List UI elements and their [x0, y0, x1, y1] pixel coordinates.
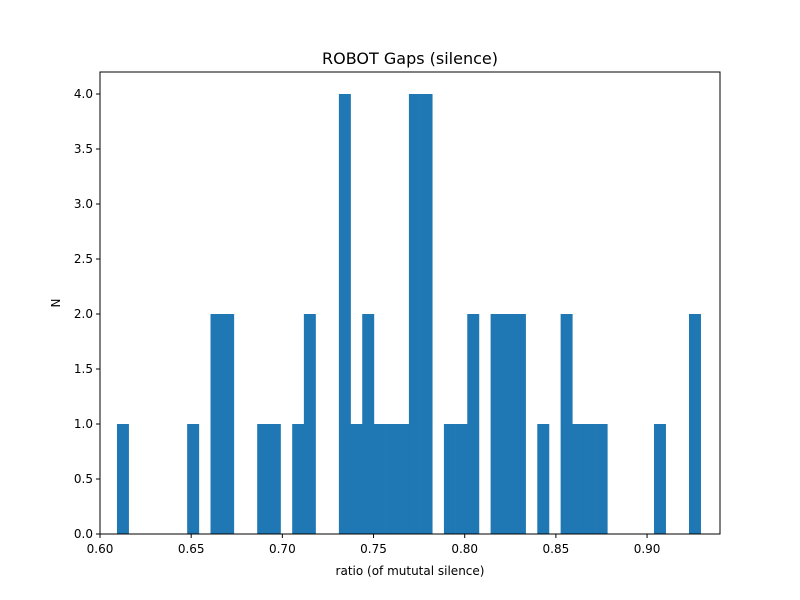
histogram-bar-1 [187, 424, 199, 534]
histogram-bar-11 [374, 424, 386, 534]
y-axis-label: N [49, 299, 63, 308]
histogram-bar-6 [292, 424, 304, 534]
x-axis-label: ratio (of mututal silence) [336, 564, 485, 578]
histogram-bar-20 [502, 314, 514, 534]
histogram-bar-17 [456, 424, 468, 534]
histogram-bar-21 [514, 314, 526, 534]
x-tick-label-4: 0.80 [451, 542, 478, 556]
histogram-bar-25 [584, 424, 596, 534]
histogram-bar-12 [386, 424, 398, 534]
histogram-bar-27 [654, 424, 666, 534]
histogram-bar-24 [572, 424, 584, 534]
histogram-bar-16 [444, 424, 456, 534]
histogram-bar-23 [561, 314, 573, 534]
y-tick-label-6: 3.0 [74, 197, 93, 211]
histogram-bar-26 [596, 424, 608, 534]
x-tick-label-3: 0.75 [360, 542, 387, 556]
histogram-bar-10 [362, 314, 374, 534]
x-tick-label-1: 0.65 [178, 542, 205, 556]
y-tick-label-7: 3.5 [74, 142, 93, 156]
histogram-bar-4 [257, 424, 269, 534]
x-tick-label-2: 0.70 [269, 542, 296, 556]
x-tick-label-5: 0.85 [543, 542, 570, 556]
y-tick-label-3: 1.5 [74, 362, 93, 376]
y-tick-label-8: 4.0 [74, 87, 93, 101]
histogram-bar-18 [467, 314, 479, 534]
histogram-bar-15 [421, 94, 433, 534]
x-tick-label-0: 0.60 [87, 542, 114, 556]
histogram-bar-7 [304, 314, 316, 534]
histogram-bar-14 [409, 94, 421, 534]
y-tick-label-5: 2.5 [74, 252, 93, 266]
y-tick-label-1: 0.5 [74, 472, 93, 486]
y-tick-label-0: 0.0 [74, 527, 93, 541]
histogram-bar-8 [339, 94, 351, 534]
histogram-bar-22 [537, 424, 549, 534]
x-tick-label-6: 0.90 [634, 542, 661, 556]
histogram-bar-9 [351, 424, 363, 534]
histogram-bar-28 [689, 314, 701, 534]
histogram-bar-5 [269, 424, 281, 534]
histogram-bar-19 [491, 314, 503, 534]
y-tick-label-4: 2.0 [74, 307, 93, 321]
histogram-bar-0 [117, 424, 129, 534]
histogram-bar-13 [397, 424, 409, 534]
histogram-bar-2 [211, 314, 223, 534]
chart-title: ROBOT Gaps (silence) [322, 49, 498, 68]
y-tick-label-2: 1.0 [74, 417, 93, 431]
histogram-bar-3 [222, 314, 234, 534]
